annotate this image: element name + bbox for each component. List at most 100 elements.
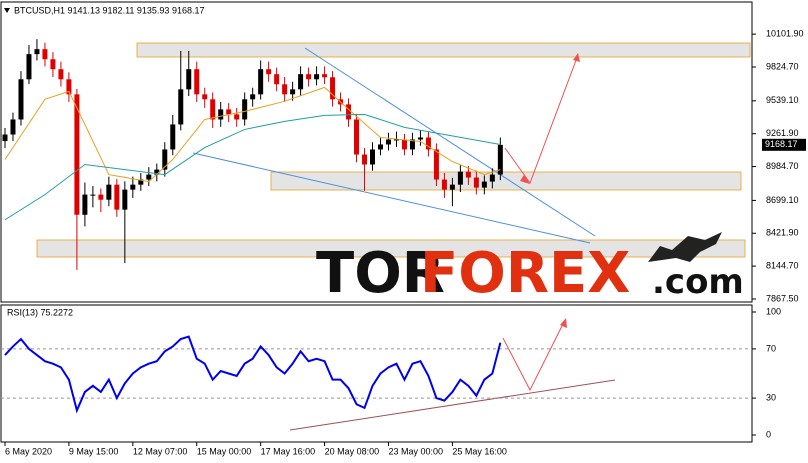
candle-body <box>433 149 439 180</box>
y-tick-label: 0 <box>766 429 771 439</box>
candle-body <box>186 69 192 90</box>
candle-body <box>98 194 104 200</box>
watermark: TOR <box>316 241 445 306</box>
candle-body <box>106 184 112 200</box>
candle-body <box>377 144 383 150</box>
y-tick-label: 9261.90 <box>766 128 799 138</box>
candle-body <box>18 79 24 120</box>
candle-body <box>66 79 72 95</box>
trend-line <box>192 152 591 244</box>
y-tick-label: 8421.90 <box>766 228 799 238</box>
moving-average <box>4 113 501 221</box>
candle-body <box>330 77 336 100</box>
chart-title: BTCUSD,H1 9141.13 9182.11 9135.93 9168.1… <box>14 5 204 15</box>
main-panel <box>0 1 753 303</box>
moving-average <box>4 86 501 183</box>
candle-body <box>82 194 88 215</box>
candle-body <box>385 139 391 145</box>
candle-body <box>473 177 479 188</box>
candle-body <box>194 69 200 95</box>
candle-body <box>266 69 272 75</box>
candle-body <box>489 174 495 182</box>
x-tick-label: 17 May 16:00 <box>261 446 316 456</box>
x-tick-label: 9 May 15:00 <box>69 446 119 456</box>
x-tick-label: 23 May 00:00 <box>388 446 443 456</box>
x-tick-label: 25 May 16:00 <box>452 446 507 456</box>
candle-body <box>162 149 168 170</box>
candle-body <box>346 104 352 120</box>
last-price-box <box>762 138 806 151</box>
x-tick-label: 15 May 00:00 <box>197 446 252 456</box>
last-price-label: 9168.17 <box>765 139 798 149</box>
logo-bull <box>648 232 722 262</box>
y-tick-label: 30 <box>766 392 776 402</box>
candle-body <box>42 49 48 60</box>
zone <box>136 42 751 58</box>
candle-body <box>465 171 471 178</box>
candle-body <box>178 89 184 125</box>
candle-body <box>2 134 8 142</box>
x-tick-label: 6 May 2020 <box>5 446 52 456</box>
candle-body <box>354 119 360 155</box>
rsi-title: RSI(13) 75.2272 <box>7 307 73 317</box>
candle-body <box>154 169 160 175</box>
candle-body <box>218 109 224 120</box>
candle-body <box>202 94 208 100</box>
candle-body <box>306 74 312 80</box>
watermark: .com <box>652 262 744 302</box>
candle-body <box>242 99 248 120</box>
x-tick-label: 12 May 07:00 <box>133 446 188 456</box>
candle-body <box>258 69 264 95</box>
candle-body <box>401 139 407 150</box>
candle-body <box>170 124 176 150</box>
candle-body <box>250 94 256 100</box>
y-tick-label: 9539.10 <box>766 95 799 105</box>
candle-body <box>138 179 144 185</box>
candle-body <box>50 59 56 70</box>
y-tick-label: 8144.70 <box>766 260 799 270</box>
y-tick-label: 100 <box>766 306 781 316</box>
candle-body <box>114 184 120 210</box>
marks: 10101.90 9824.70 9539.10 9261.90 8984.70 8699… <box>1 29 806 456</box>
candle-body <box>210 99 216 120</box>
rsi-line <box>4 335 502 414</box>
candle-body <box>409 139 415 150</box>
candle-body <box>314 74 320 80</box>
candle-body <box>457 171 463 185</box>
trend-line <box>304 47 596 237</box>
candle-body <box>122 189 128 210</box>
candle-body <box>58 69 64 80</box>
candle-body <box>425 137 431 150</box>
candle-body <box>481 181 487 188</box>
candle-body <box>34 49 40 55</box>
candle-body <box>234 114 240 120</box>
arrow-path <box>504 54 579 185</box>
candle-body <box>362 154 368 165</box>
zone <box>36 239 746 258</box>
arrow-path <box>502 319 566 392</box>
rsi-panel <box>0 304 753 443</box>
y-tick-label: 70 <box>766 343 776 353</box>
candle-body <box>370 149 376 165</box>
candle-body <box>146 174 152 180</box>
candle-body <box>90 194 96 196</box>
y-tick-label: 9824.70 <box>766 61 799 71</box>
candle-body <box>130 184 136 190</box>
candle-body <box>449 184 455 190</box>
candle-body <box>497 144 503 175</box>
candle-body <box>417 137 423 140</box>
candle-body <box>298 74 304 90</box>
y-tick-label: 10101.90 <box>766 29 804 39</box>
arrow-head <box>560 318 567 328</box>
candle-body <box>10 119 16 135</box>
candle-body <box>74 94 80 215</box>
watermark: FOREX <box>420 241 630 306</box>
candle-body <box>282 84 288 95</box>
arrow-head <box>573 53 580 62</box>
candle-body <box>274 74 280 85</box>
candle-body <box>441 179 447 190</box>
candle-body <box>290 89 296 95</box>
trend-line <box>289 379 616 431</box>
candle-body <box>226 109 232 115</box>
